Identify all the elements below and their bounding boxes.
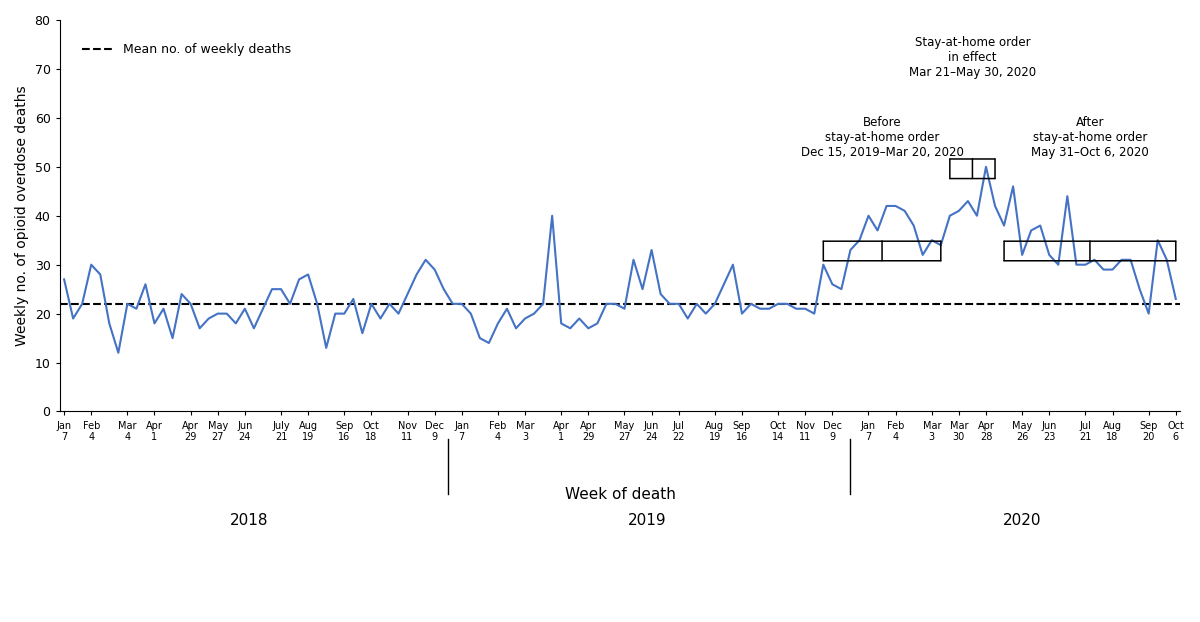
Y-axis label: Weekly no. of opioid overdose deaths: Weekly no. of opioid overdose deaths bbox=[16, 85, 29, 346]
Text: 2018: 2018 bbox=[230, 513, 269, 528]
Text: Before
stay-at-home order
Dec 15, 2019–Mar 20, 2020: Before stay-at-home order Dec 15, 2019–M… bbox=[800, 116, 964, 159]
X-axis label: Week of death: Week of death bbox=[564, 486, 676, 501]
Text: Stay-at-home order
in effect
Mar 21–May 30, 2020: Stay-at-home order in effect Mar 21–May … bbox=[908, 35, 1036, 78]
Text: 2019: 2019 bbox=[628, 513, 666, 528]
Text: 2020: 2020 bbox=[1003, 513, 1042, 528]
Legend: Mean no. of weekly deaths: Mean no. of weekly deaths bbox=[77, 38, 296, 61]
Text: After
stay-at-home order
May 31–Oct 6, 2020: After stay-at-home order May 31–Oct 6, 2… bbox=[1031, 116, 1148, 159]
